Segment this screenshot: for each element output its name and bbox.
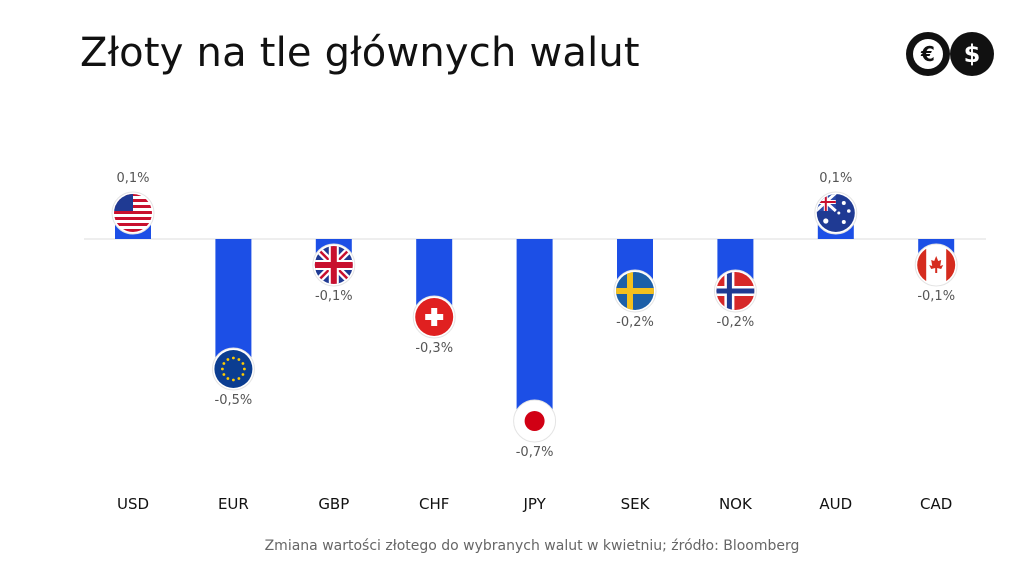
chart-title: Złoty na tle głównych walut (80, 30, 640, 76)
category-label: AUD (819, 495, 852, 513)
value-label: -0,2% (616, 315, 654, 330)
bar-chart: 0,1% USD -0,5% EUR -0,1% GBP -0,3% CHF -0,7% JPY -… (84, 171, 986, 513)
euro-icon: € (906, 32, 950, 76)
value-label: -0,2% (717, 315, 755, 330)
canada-flag-icon (914, 243, 958, 287)
category-label: JPY (522, 495, 546, 513)
value-label: -0,1% (315, 289, 353, 304)
norway-flag-icon (713, 269, 757, 313)
chart-caption: Zmiana wartości złotego do wybranych wal… (264, 538, 800, 554)
category-label: SEK (621, 495, 651, 513)
japan-flag-icon (513, 399, 557, 443)
bar-eur (215, 239, 252, 369)
category-label: GBP (318, 495, 349, 513)
category-label: USD (117, 495, 149, 513)
category-label: NOK (719, 495, 753, 513)
svg-text:$: $ (964, 40, 981, 68)
value-label: -0,7% (516, 445, 554, 460)
value-label: 0,1% (116, 171, 149, 186)
uk-flag-icon (312, 243, 356, 287)
swiss-flag-icon (412, 295, 456, 339)
australia-flag-icon (814, 191, 858, 235)
us-flag-icon (111, 191, 155, 235)
category-label: EUR (218, 495, 249, 513)
value-label: -0,5% (215, 393, 253, 408)
brand-logo: € $ (906, 32, 994, 76)
eu-flag-icon (211, 347, 255, 391)
value-label: -0,1% (917, 289, 955, 304)
sweden-flag-icon (613, 269, 657, 313)
value-label: 0,1% (819, 171, 852, 186)
value-label: -0,3% (415, 341, 453, 356)
category-label: CHF (419, 495, 449, 513)
dollar-icon: $ (950, 32, 994, 76)
category-label: CAD (920, 495, 952, 513)
svg-text:€: € (920, 42, 935, 66)
bar-jpy (516, 239, 553, 421)
